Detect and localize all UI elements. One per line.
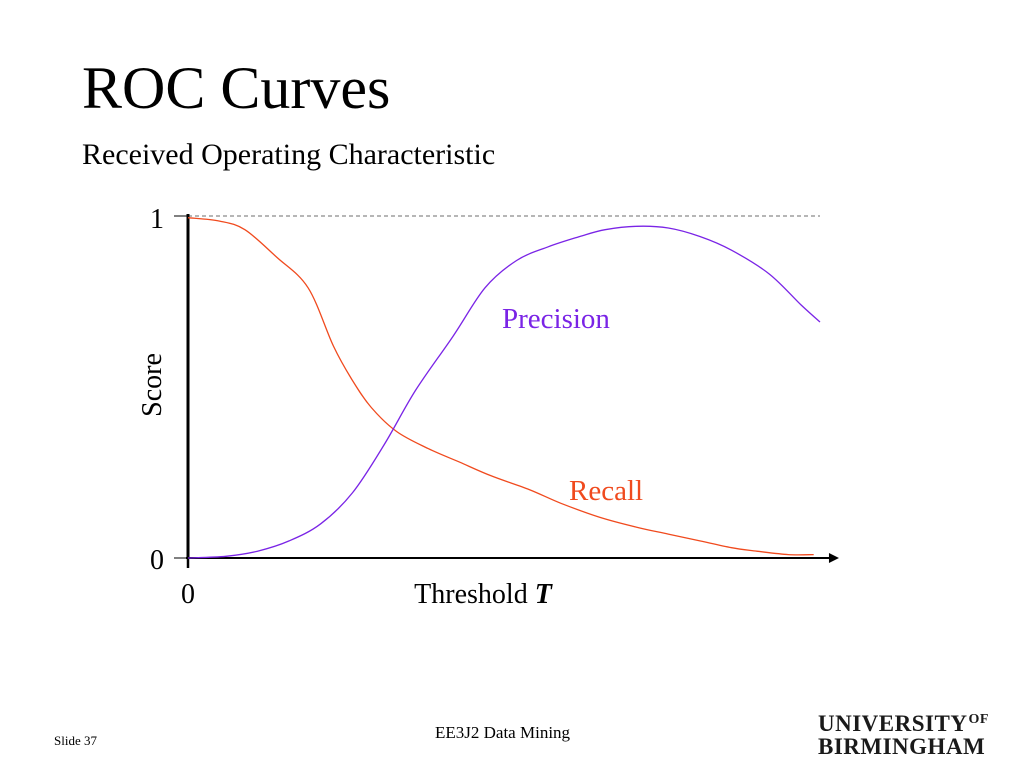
y-tick-label-1: 1: [150, 204, 164, 235]
slide-subtitle: Received Operating Characteristic: [82, 138, 496, 171]
x-axis-arrowhead: [828, 553, 839, 563]
course-name: EE3J2 Data Mining: [435, 723, 571, 742]
logo-university-text: UNIVERSITY: [818, 711, 968, 736]
x-axis-label-symbol: T: [535, 579, 554, 610]
logo-of-text: OF: [968, 712, 989, 727]
series-line-precision: [187, 225, 821, 559]
y-tick-label-0: 0: [150, 545, 164, 576]
series-label-precision: Precision: [502, 303, 610, 335]
y-axis-label: Score: [137, 353, 168, 417]
university-logo: UNIVERSITYOF BIRMINGHAM: [818, 708, 989, 758]
logo-birmingham-text: BIRMINGHAM: [818, 734, 986, 759]
x-axis-label-text: Threshold: [414, 579, 528, 610]
slide-number: Slide 37: [54, 733, 97, 748]
series-label-recall: Recall: [569, 475, 643, 507]
slide-title: ROC Curves: [82, 55, 391, 121]
x-axis-label: Threshold T: [414, 579, 554, 610]
x-tick-label-0: 0: [181, 579, 195, 610]
series-line-recall: [187, 217, 814, 556]
